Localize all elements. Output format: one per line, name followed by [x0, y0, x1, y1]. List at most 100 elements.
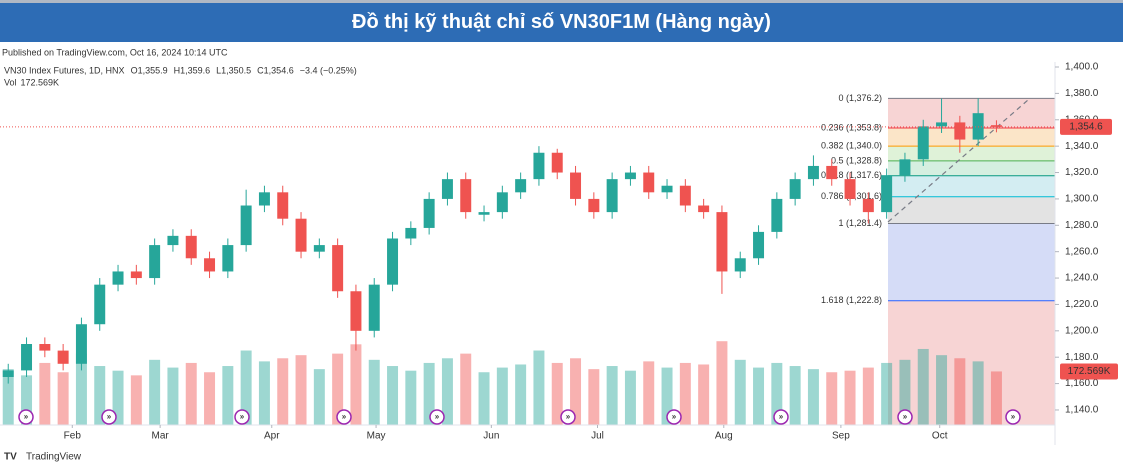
volume-bar	[936, 355, 948, 425]
fib-label: 1 (1,281.4)	[838, 218, 882, 228]
fib-zone	[888, 196, 1055, 224]
candle-body	[899, 159, 911, 176]
candle-body	[606, 179, 618, 213]
event-icon	[18, 409, 34, 425]
candle-body	[423, 198, 435, 228]
legend-volume: 172.569K	[21, 77, 60, 87]
event-icon-glyph: »	[566, 412, 571, 421]
event-icon	[1005, 409, 1021, 425]
y-tick-label: 1,200.0	[1065, 325, 1099, 336]
candle-body	[515, 179, 527, 193]
x-tick-label: Jul	[591, 431, 604, 442]
volume-bar	[643, 361, 655, 425]
volume-bar	[2, 369, 14, 425]
candle-body	[387, 238, 399, 285]
x-tick-label: May	[367, 431, 386, 442]
candle-body	[789, 179, 801, 199]
volume-bar	[478, 372, 490, 425]
candle-body	[94, 284, 106, 325]
candle-body	[460, 179, 472, 213]
volume-bar	[753, 367, 765, 425]
volume-bar	[460, 353, 472, 425]
candle-body	[130, 271, 142, 279]
volume-bar	[149, 359, 161, 425]
volume-bar	[496, 367, 508, 425]
volume-bar	[679, 362, 691, 425]
volume-bar	[368, 359, 380, 425]
candle-body	[277, 192, 289, 219]
y-tick-label: 1,160.0	[1065, 378, 1099, 389]
candle-body	[295, 218, 307, 252]
volume-bar	[789, 366, 801, 425]
event-icon	[101, 409, 117, 425]
candle-body	[441, 179, 453, 199]
event-icon	[773, 409, 789, 425]
volume-bar	[661, 367, 673, 425]
x-tick-label: Jun	[483, 431, 499, 442]
y-tick-label: 1,260.0	[1065, 246, 1099, 257]
event-icon	[560, 409, 576, 425]
volume-bar	[112, 370, 124, 425]
y-tick-label: 1,300.0	[1065, 194, 1099, 205]
candle-body	[2, 370, 14, 377]
fib-label: 0.236 (1,353.8)	[821, 122, 882, 132]
candle-body	[643, 172, 655, 193]
candle-body	[112, 271, 124, 285]
volume-bar	[771, 362, 783, 425]
candle-body	[716, 212, 728, 272]
volume-bar	[844, 370, 856, 425]
candle-body	[771, 198, 783, 232]
volume-bar	[332, 353, 344, 425]
event-icon-glyph: »	[342, 412, 347, 421]
candle-body	[405, 227, 417, 239]
candle-body	[368, 284, 380, 331]
volume-bar	[204, 372, 216, 425]
legend-change: −3.4 (−0.25%)	[300, 65, 357, 75]
volume-bar	[21, 375, 33, 425]
candle-body	[954, 122, 966, 140]
candle-body	[222, 245, 234, 272]
candle-body	[698, 205, 710, 213]
x-tick-label: Mar	[152, 431, 170, 442]
footer-logo: TV	[4, 452, 17, 463]
y-tick-label: 1,140.0	[1065, 405, 1099, 416]
event-icon	[234, 409, 250, 425]
candle-body	[990, 125, 1002, 127]
candle-body	[844, 179, 856, 199]
volume-bar	[716, 341, 728, 425]
volume-bar	[441, 358, 453, 425]
candle-body	[807, 165, 819, 180]
y-tick-label: 1,280.0	[1065, 220, 1099, 231]
last-price-label: 1,354.6	[1069, 122, 1103, 133]
candle-body	[149, 245, 161, 279]
candle-body	[496, 192, 508, 213]
legend-volume-title: Vol	[4, 77, 17, 87]
legend-low: L1,350.5	[216, 65, 251, 75]
volume-bar	[39, 362, 51, 425]
volume-bar	[423, 362, 435, 425]
event-icon	[666, 409, 682, 425]
candle-body	[533, 152, 545, 180]
x-tick-label: Feb	[64, 431, 82, 442]
legend-open: O1,355.9	[131, 65, 168, 75]
fib-label: 0.382 (1,340.0)	[821, 141, 882, 151]
last-volume-tag	[1060, 363, 1118, 380]
candle-body	[917, 126, 929, 160]
candle-body	[167, 235, 179, 246]
event-icon-glyph: »	[240, 412, 245, 421]
candle-body	[588, 198, 600, 213]
volume-bar	[277, 358, 289, 425]
event-icon-glyph: »	[24, 412, 29, 421]
candle-body	[350, 291, 362, 331]
fib-zone	[888, 146, 1055, 161]
x-tick-label: Aug	[715, 431, 733, 442]
footer-brand: TradingView	[26, 452, 82, 463]
volume-bar	[807, 369, 819, 425]
volume-bar	[515, 364, 527, 425]
event-icon-glyph: »	[672, 412, 677, 421]
volume-bar	[570, 358, 582, 425]
legend-close: C1,354.6	[257, 65, 294, 75]
event-icon-glyph: »	[1011, 412, 1016, 421]
